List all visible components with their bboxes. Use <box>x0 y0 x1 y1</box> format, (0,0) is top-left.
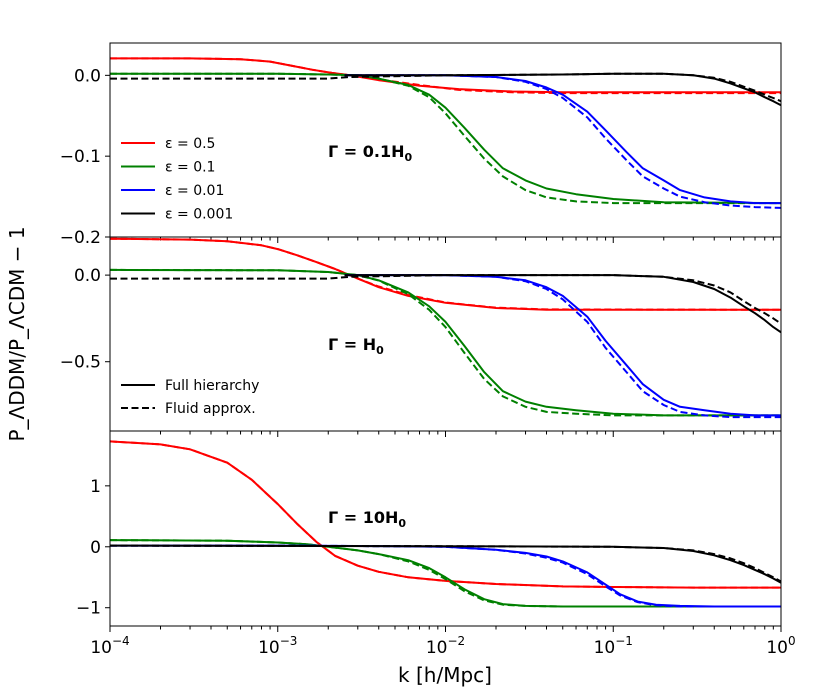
legend-label: ε = 0.001 <box>165 207 233 223</box>
series-line-full <box>110 440 781 589</box>
series-line-full <box>110 544 781 608</box>
x-tick-label: 10−2 <box>426 634 465 658</box>
y-tick-label: −0.2 <box>60 228 101 248</box>
x-tick-exponent: −2 <box>447 634 465 648</box>
y-tick-label: 0 <box>90 538 101 558</box>
x-tick-exponent: −3 <box>280 634 298 648</box>
y-tick-label: −1 <box>76 599 101 619</box>
x-axis-title: k [h/Mpc] <box>398 663 492 687</box>
series-line-fluid <box>110 440 781 589</box>
legend-label: ε = 0.5 <box>165 136 215 152</box>
series-line-fluid <box>110 274 781 325</box>
panel-series <box>110 440 781 608</box>
panel-series <box>110 57 781 209</box>
x-tick-exponent: −4 <box>112 634 130 648</box>
panel-2: 0.0 −0.5 Γ = H0 <box>60 236 782 437</box>
y-tick-label: 0.0 <box>74 66 101 86</box>
panel-annotation: Γ = H0 <box>328 335 384 357</box>
legend-label: ε = 0.1 <box>165 160 215 176</box>
legends: ε = 0.5 ε = 0.1 ε = 0.01 ε = 0.001 Full hier… <box>121 136 259 417</box>
series-line-full <box>344 72 781 107</box>
x-tick-label: 10−4 <box>90 634 129 658</box>
series-line-full <box>344 274 781 417</box>
x-axis: 10−4 10−3 10−2 10−1 100 <box>90 634 795 658</box>
x-tick-label: 100 <box>766 634 795 658</box>
series-line-full <box>110 539 781 608</box>
y-tick-label: 0.0 <box>74 266 101 286</box>
series-line-fluid <box>344 274 781 419</box>
x-tick-exponent: 0 <box>788 634 796 648</box>
annotation-subscript: 0 <box>398 517 406 530</box>
legend-label: Full hierarchy <box>165 378 259 394</box>
series-line-fluid <box>110 544 781 583</box>
panel-annotation: Γ = 10H0 <box>328 508 406 530</box>
series-line-fluid <box>344 74 781 209</box>
legend-label: Fluid approx. <box>165 401 256 417</box>
series-line-fluid <box>110 268 781 417</box>
legend-label: ε = 0.01 <box>165 183 224 199</box>
panel-3: 1 0 −1 Γ = 10H0 <box>76 430 782 632</box>
panels: 0.0 −0.1 −0.2 Γ = 0.1H0 0.0 −0.5 Γ = H0 1 0 −1 Γ =… <box>60 42 782 632</box>
y-axis-title: P_ΛDDM/P_ΛCDM − 1 <box>5 226 29 441</box>
series-line-fluid <box>110 544 781 608</box>
x-tick-label: 10−3 <box>258 634 297 658</box>
y-tick-label: 1 <box>90 477 101 497</box>
series-line-full <box>110 544 781 584</box>
panel-1: 0.0 −0.1 −0.2 Γ = 0.1H0 <box>60 42 782 248</box>
y-tick-label: −0.5 <box>60 353 101 373</box>
x-tick-label: 10−1 <box>594 634 633 658</box>
series-line-full <box>110 268 781 417</box>
panel-series <box>110 237 781 419</box>
annotation-subscript: 0 <box>404 151 412 164</box>
series-line-full <box>344 74 781 205</box>
annotation-subscript: 0 <box>376 344 384 357</box>
panel-frame <box>109 430 782 627</box>
y-tick-label: −0.1 <box>60 147 101 167</box>
x-tick-exponent: −1 <box>615 634 633 648</box>
series-line-full <box>344 274 781 334</box>
series-line-full <box>110 237 781 311</box>
panel-annotation: Γ = 0.1H0 <box>328 142 412 164</box>
